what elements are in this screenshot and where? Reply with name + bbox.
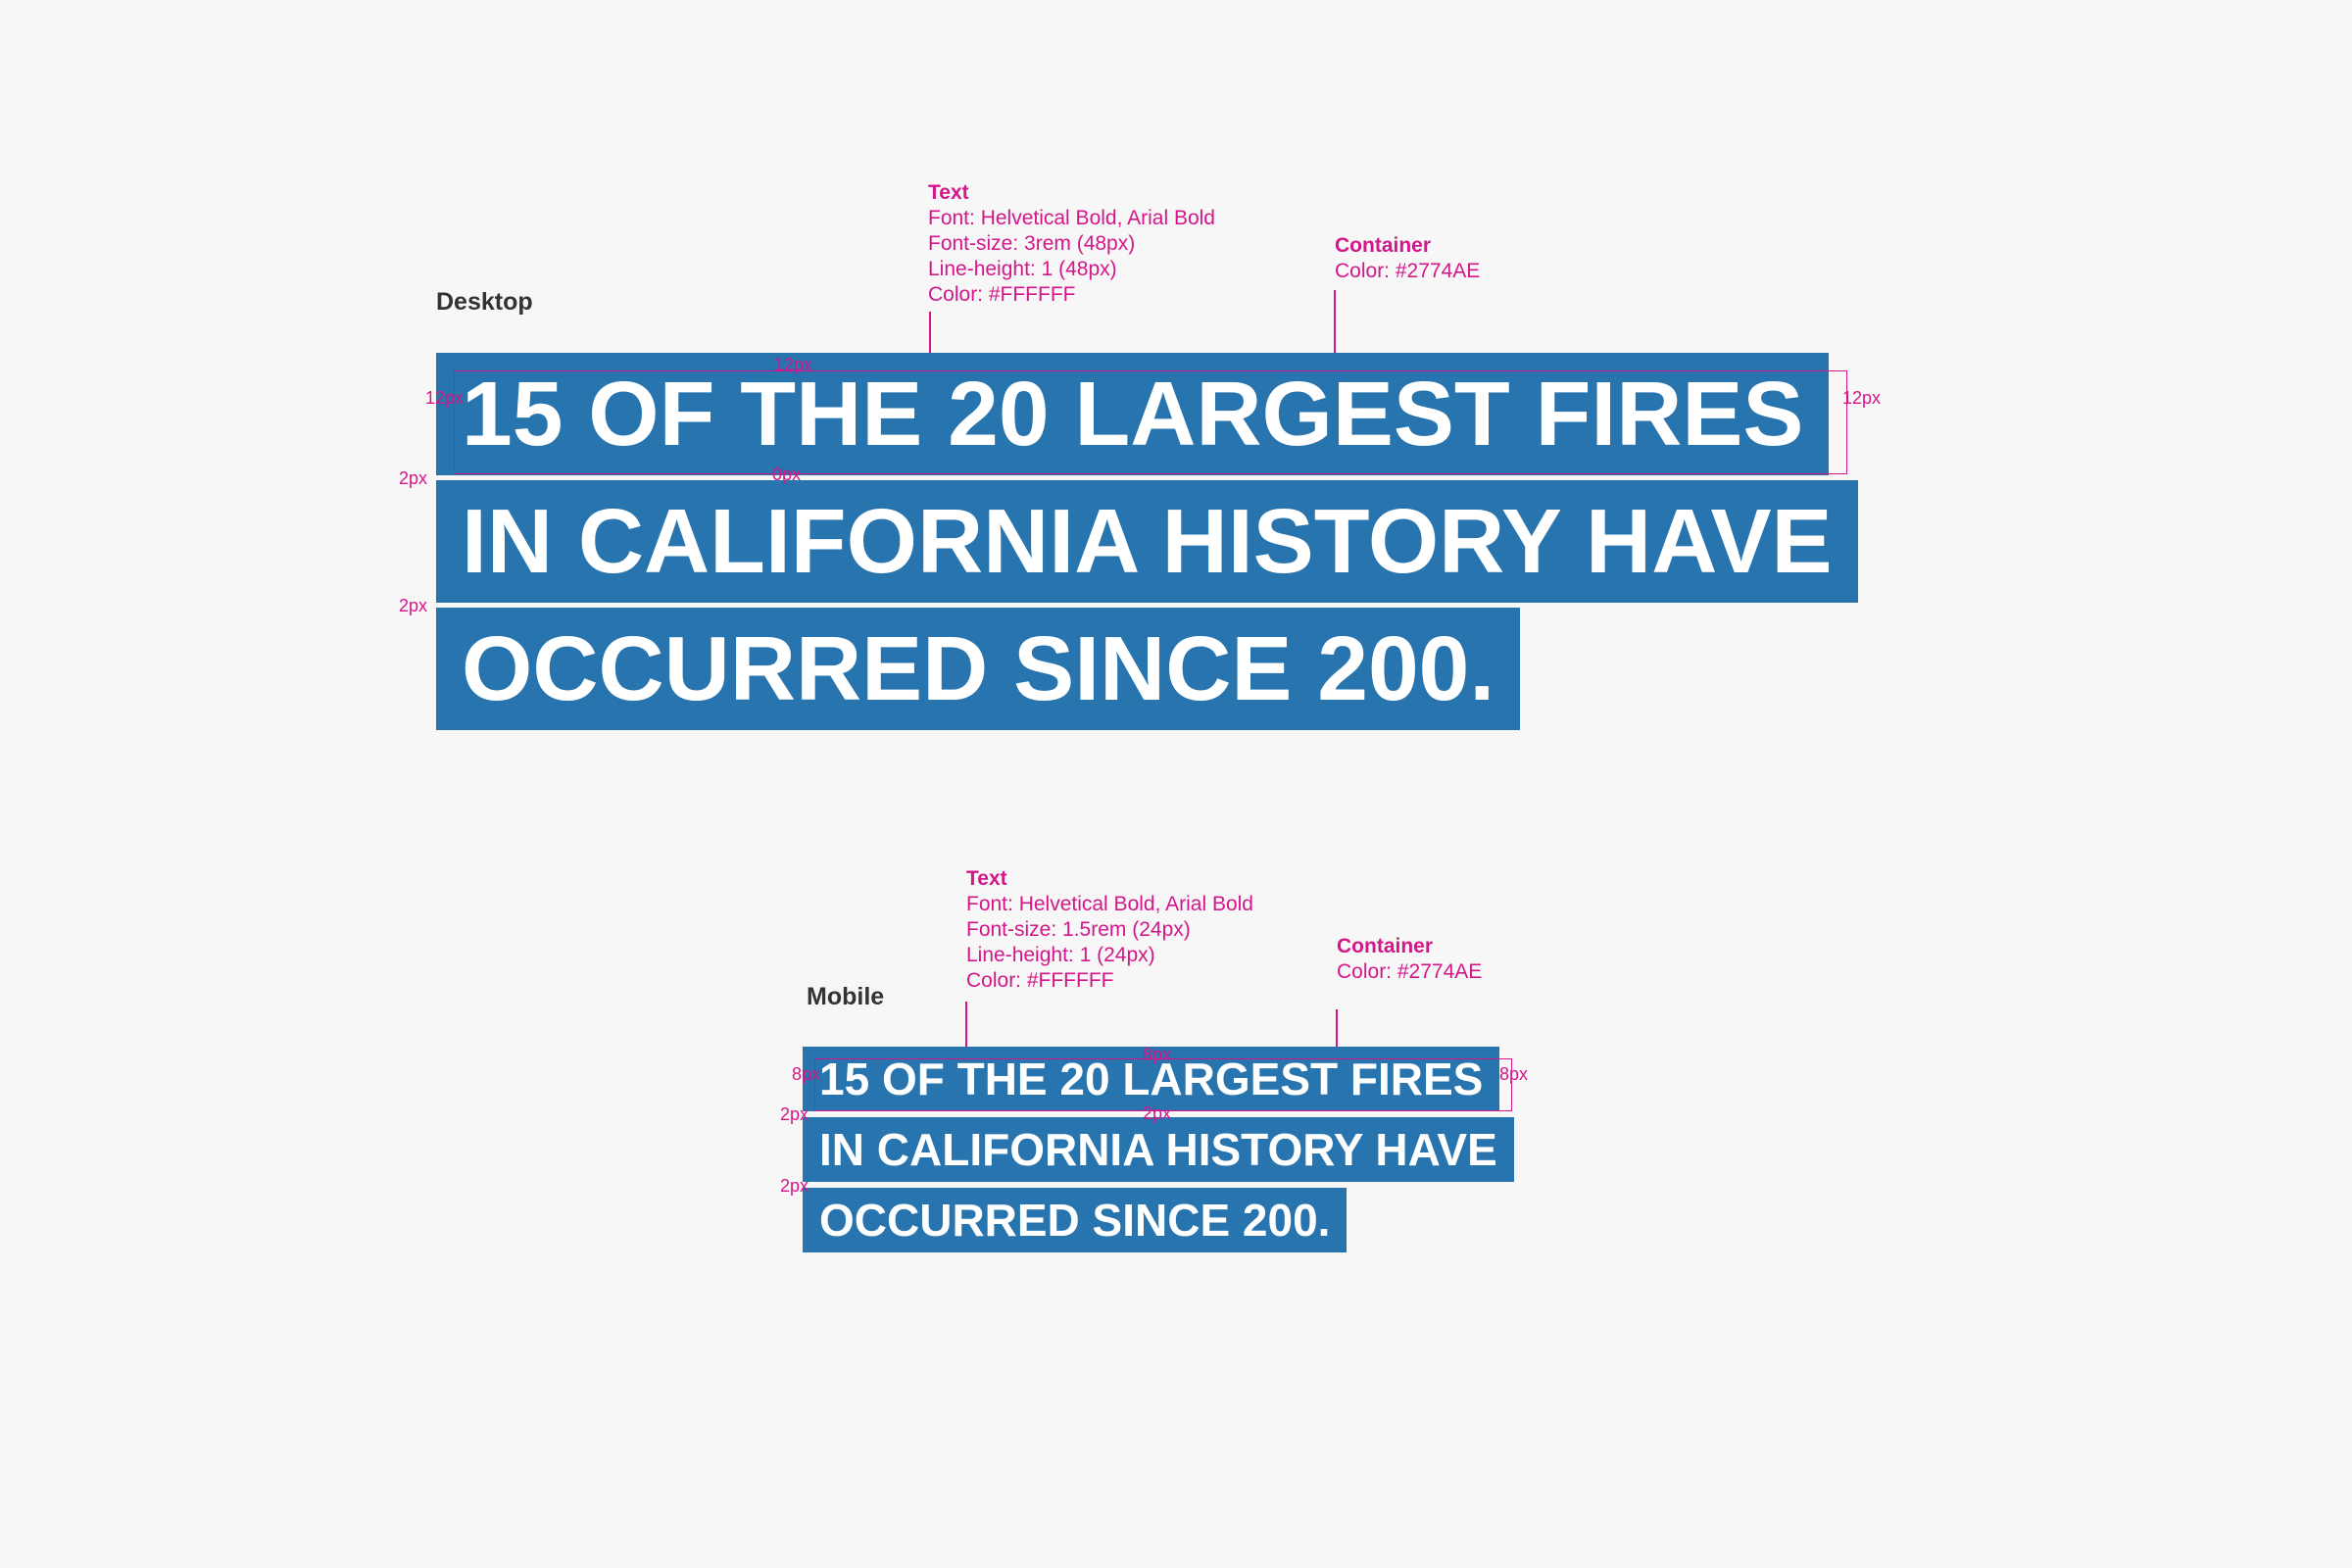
measurement: 8px xyxy=(792,1064,821,1084)
spec-title: Container xyxy=(1335,234,1432,257)
measurement: 2px xyxy=(780,1176,809,1196)
spec-line: Font: Helvetical Bold, Arial Bold xyxy=(928,207,1215,229)
measurement: 2px xyxy=(399,596,428,615)
spec-line: Color: #2774AE xyxy=(1337,960,1483,983)
spec-line: Font: Helvetical Bold, Arial Bold xyxy=(966,893,1253,915)
spec-line: Font-size: 1.5rem (24px) xyxy=(966,918,1191,941)
leader-line xyxy=(1334,290,1336,353)
spec-title: Container xyxy=(1337,935,1434,957)
container-spec: Container Color: #2774AE xyxy=(1335,233,1480,284)
measurement: 2px xyxy=(1143,1103,1172,1123)
headline-line: OCCURRED SINCE 200. xyxy=(803,1188,1348,1252)
spec-title: Text xyxy=(966,867,1007,890)
text-spec: Text Font: Helvetical Bold, Arial Bold F… xyxy=(966,866,1253,994)
spec-line: Line-height: 1 (24px) xyxy=(966,944,1155,966)
measurement: 8px xyxy=(1143,1045,1172,1064)
measurement: 0px xyxy=(772,465,802,484)
headline-line: 15 OF THE 20 LARGEST FIRES xyxy=(436,353,1830,475)
measurement: 12px xyxy=(1842,388,1882,408)
text-spec: Text Font: Helvetical Bold, Arial Bold F… xyxy=(928,180,1215,308)
leader-line xyxy=(1336,1009,1338,1047)
container-spec: Container Color: #2774AE xyxy=(1337,934,1482,985)
measurement: 2px xyxy=(780,1104,809,1124)
measurement: 12px xyxy=(774,355,813,374)
headline-line: 15 OF THE 20 LARGEST FIRES xyxy=(803,1047,1500,1111)
measurement: 2px xyxy=(399,468,428,488)
headline-line: IN CALIFORNIA HISTORY HAVE xyxy=(436,480,1858,603)
section-label: Desktop xyxy=(436,288,533,316)
leader-line xyxy=(929,312,931,375)
spec-line: Color: #2774AE xyxy=(1335,260,1481,282)
spec-line: Line-height: 1 (48px) xyxy=(928,258,1117,280)
section-label: Mobile xyxy=(807,983,885,1010)
spec-line: Color: #FFFFFF xyxy=(928,283,1076,306)
headline-line: OCCURRED SINCE 200. xyxy=(436,608,1521,730)
spec-line: Color: #FFFFFF xyxy=(966,969,1114,992)
headline-line: IN CALIFORNIA HISTORY HAVE xyxy=(803,1117,1514,1182)
measurement: 12px xyxy=(425,388,465,408)
leader-line xyxy=(965,1002,967,1057)
measurement: 8px xyxy=(1499,1064,1529,1084)
spec-title: Text xyxy=(928,181,969,204)
spec-line: Font-size: 3rem (48px) xyxy=(928,232,1136,255)
